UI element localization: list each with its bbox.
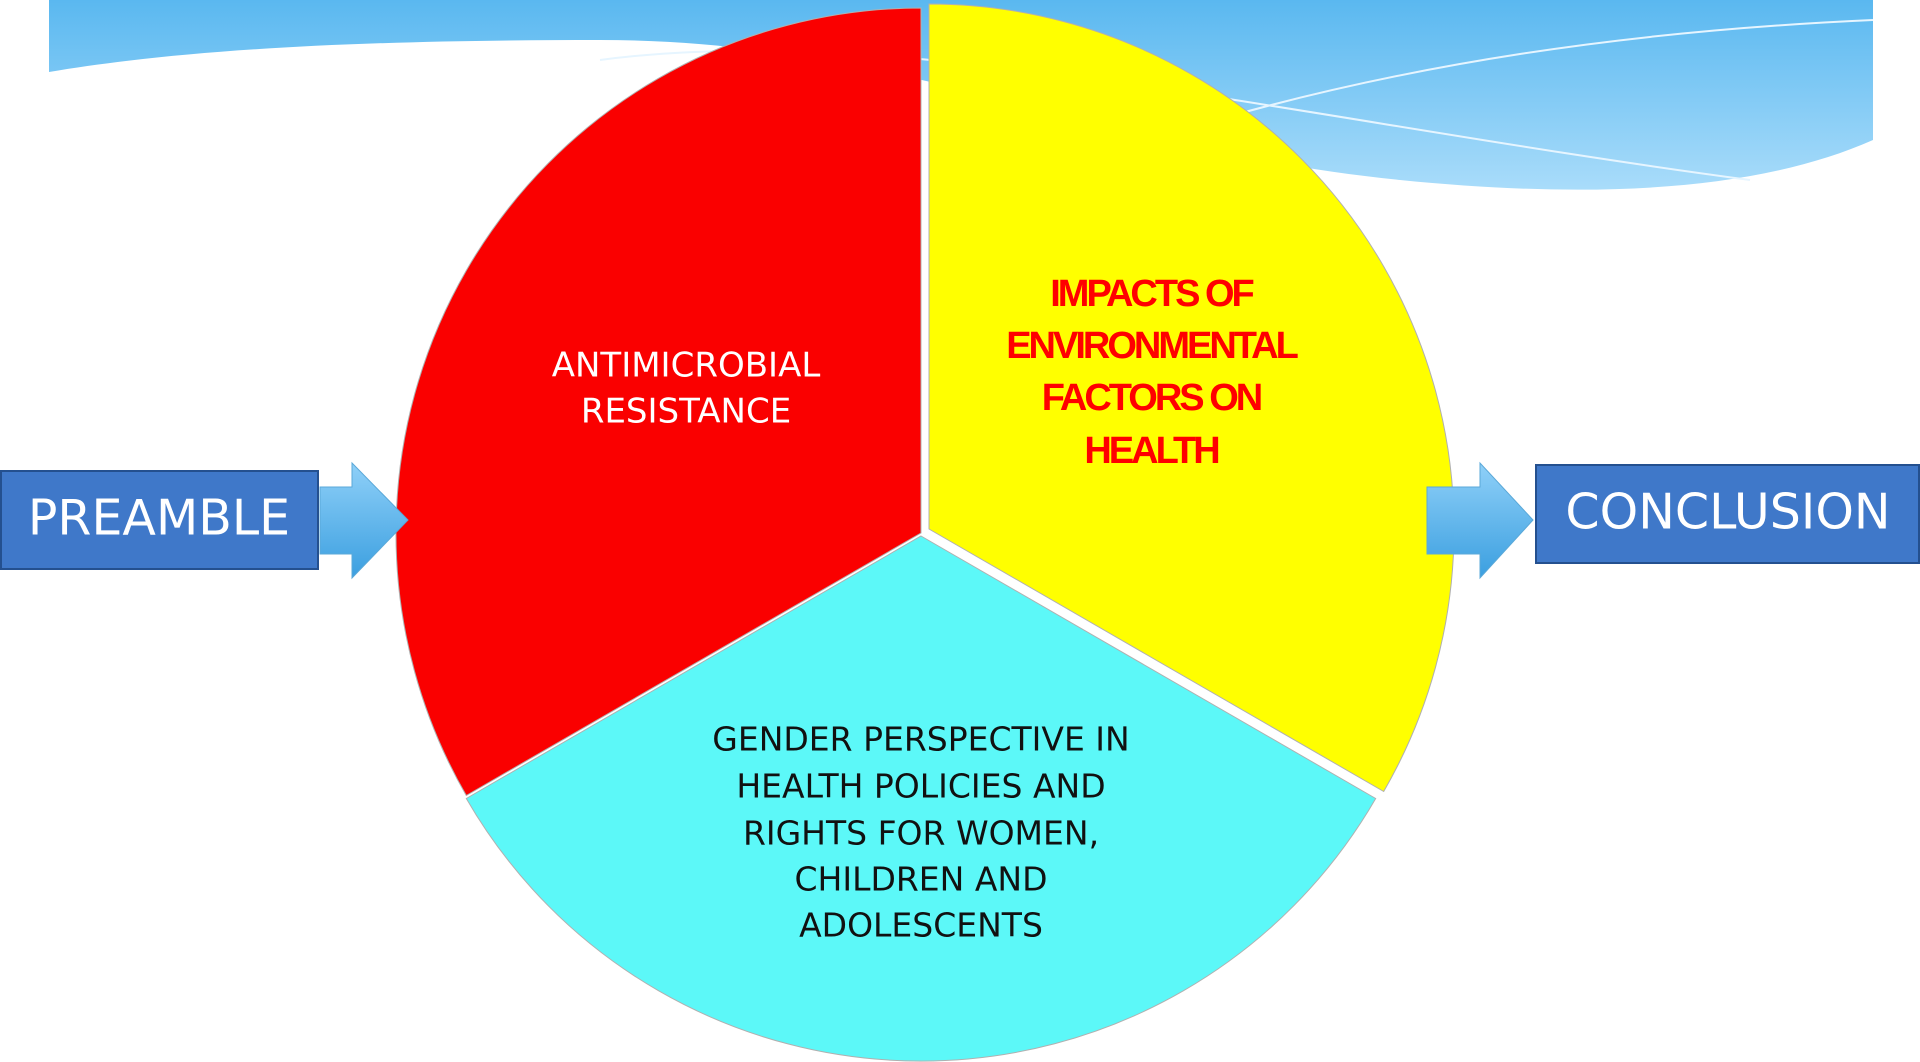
conclusion-label: CONCLUSION (1565, 484, 1890, 541)
slide: ANTIMICROBIAL RESISTANCE IMPACTS OF ENVI… (0, 0, 1920, 1062)
label-line: ENVIRONMENTAL (1006, 325, 1298, 367)
label-line: ADOLESCENTS (799, 906, 1043, 945)
label-line: RESISTANCE (581, 392, 791, 432)
label-line: HEALTH POLICIES AND (736, 767, 1105, 806)
label-line: ANTIMICROBIAL (552, 346, 821, 386)
preamble-label: PREAMBLE (28, 490, 290, 547)
page: ANTIMICROBIAL RESISTANCE IMPACTS OF ENVI… (0, 0, 1920, 1062)
label-line: IMPACTS OF (1050, 273, 1253, 315)
label-line: HEALTH (1084, 430, 1218, 472)
label-line: RIGHTS FOR WOMEN, (743, 814, 1099, 853)
label-line: GENDER PERSPECTIVE IN (712, 720, 1129, 759)
label-line: FACTORS ON (1042, 377, 1261, 419)
label-line: CHILDREN AND (794, 860, 1047, 899)
arrow (320, 463, 408, 578)
